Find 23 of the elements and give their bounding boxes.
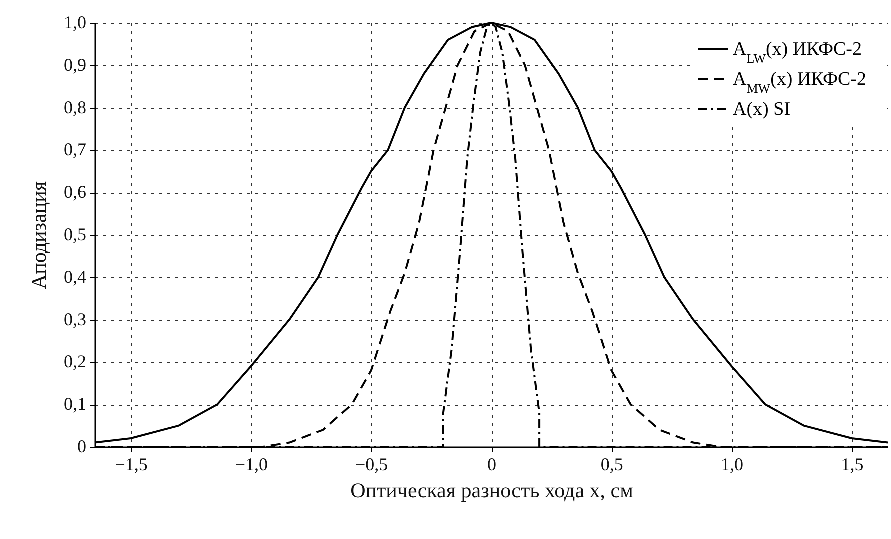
x-tick-label: −0,5 — [356, 454, 388, 474]
y-tick-label: 0,6 — [64, 182, 86, 202]
y-axis-title: Аподизация — [27, 181, 51, 290]
y-tick-label: 0,2 — [64, 352, 86, 372]
y-tick-label: 0,7 — [64, 140, 86, 160]
y-tick-label: 0,5 — [64, 224, 86, 244]
legend-label: A$_{MW}$(x) ИКФС-2 — [733, 69, 867, 96]
y-tick-label: 0,4 — [64, 266, 86, 287]
y-tick-label: 1,0 — [64, 12, 86, 32]
x-tick-label: 0,5 — [600, 454, 624, 474]
x-tick-label: −1,0 — [235, 454, 268, 474]
legend-label: A$_{LW}$(x) ИКФС-2 — [733, 39, 862, 66]
x-tick-label: 1,5 — [841, 454, 864, 474]
x-tick-label: 1,0 — [721, 454, 744, 474]
y-tick-label: 0 — [78, 436, 86, 456]
x-tick-label: −1,5 — [115, 454, 148, 474]
y-tick-label: 0,9 — [64, 54, 86, 75]
y-tick-label: 0,8 — [64, 97, 86, 118]
x-axis-title: Оптическая разность хода x, см — [350, 478, 634, 502]
y-tick-label: 0,1 — [64, 394, 86, 414]
x-tick-label: 0 — [488, 454, 496, 474]
y-tick-label: 0,3 — [64, 309, 86, 330]
legend-label: A(x) SI — [733, 99, 791, 120]
